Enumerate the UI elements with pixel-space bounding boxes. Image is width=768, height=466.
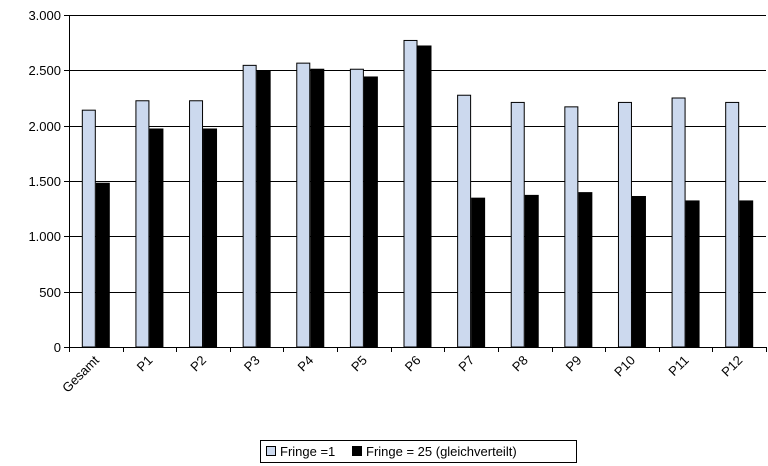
x-tick-label: P11: [665, 353, 691, 379]
bar-fringe-25-p6: [417, 45, 432, 348]
legend-swatch-fringe-1: [266, 446, 276, 456]
x-tick-label: P9: [563, 353, 585, 375]
x-tick-label: P7: [455, 353, 477, 375]
bar-fringe-1-p10: [617, 101, 632, 348]
y-tick-label: 2.500: [28, 63, 61, 78]
x-tick-label: P3: [241, 353, 263, 375]
y-axis-ticks: 0 500 1.000 1.500 2.000 2.500 3.000: [28, 8, 69, 355]
bar-fringe-1-p7: [457, 94, 472, 348]
bar-fringe-1-p6: [403, 39, 418, 348]
bar-fringe-25-p10: [631, 195, 646, 348]
x-tick-label: P2: [187, 353, 209, 375]
bar-fringe-25-p3: [256, 70, 271, 348]
x-tick-label: P8: [509, 353, 531, 375]
bar-fringe-25-p7: [471, 197, 486, 348]
bar-fringe-1-p8: [510, 101, 525, 348]
legend: Fringe =1 Fringe = 25 (gleichverteilt): [260, 440, 577, 463]
y-tick-label: 0: [54, 340, 61, 355]
bars: [81, 39, 754, 348]
bar-fringe-25-p2: [203, 128, 218, 348]
bar-fringe-1-p1: [135, 100, 150, 348]
y-tick-label: 1.000: [28, 229, 61, 244]
x-tick-label: P5: [348, 353, 370, 375]
bar-fringe-25-gesamt: [95, 182, 110, 348]
x-tick-label: P1: [134, 353, 156, 375]
bar-fringe-1-gesamt: [81, 109, 96, 348]
x-axis-ticks: Gesamt P1 P2 P3 P4 P5 P6 P7 P8 P9 P10 P11 P12: [59, 347, 767, 395]
bar-fringe-25-p8: [524, 194, 539, 348]
bar-fringe-1-p9: [564, 106, 579, 348]
legend-label-fringe-25: Fringe = 25 (gleichverteilt): [366, 444, 517, 459]
bar-fringe-25-p4: [310, 68, 325, 348]
legend-label-fringe-1: Fringe =1: [280, 444, 335, 459]
bar-fringe-25-p5: [363, 76, 378, 348]
bar-fringe-25-p11: [685, 200, 700, 348]
bar-fringe-25-p12: [739, 200, 754, 348]
bar-fringe-25-p1: [149, 128, 164, 348]
y-tick-label: 1.500: [28, 174, 61, 189]
bar-fringe-1-p3: [242, 64, 257, 348]
x-tick-label: P12: [718, 353, 745, 380]
y-tick-label: 500: [39, 285, 61, 300]
x-tick-label: P10: [611, 353, 638, 380]
x-tick-label: P4: [295, 353, 317, 375]
bar-fringe-1-p2: [189, 100, 204, 348]
bar-fringe-1-p12: [725, 101, 740, 348]
y-tick-label: 2.000: [28, 119, 61, 134]
bar-fringe-25-p9: [578, 192, 593, 348]
legend-swatch-fringe-25: [352, 446, 362, 456]
y-tick-label: 3.000: [28, 8, 61, 23]
x-tick-label: Gesamt: [59, 352, 102, 395]
x-tick-label: P6: [402, 353, 424, 375]
bar-fringe-1-p4: [296, 62, 311, 348]
bar-fringe-1-p11: [671, 97, 686, 348]
legend-box: [260, 440, 577, 463]
bar-fringe-1-p5: [349, 68, 364, 348]
